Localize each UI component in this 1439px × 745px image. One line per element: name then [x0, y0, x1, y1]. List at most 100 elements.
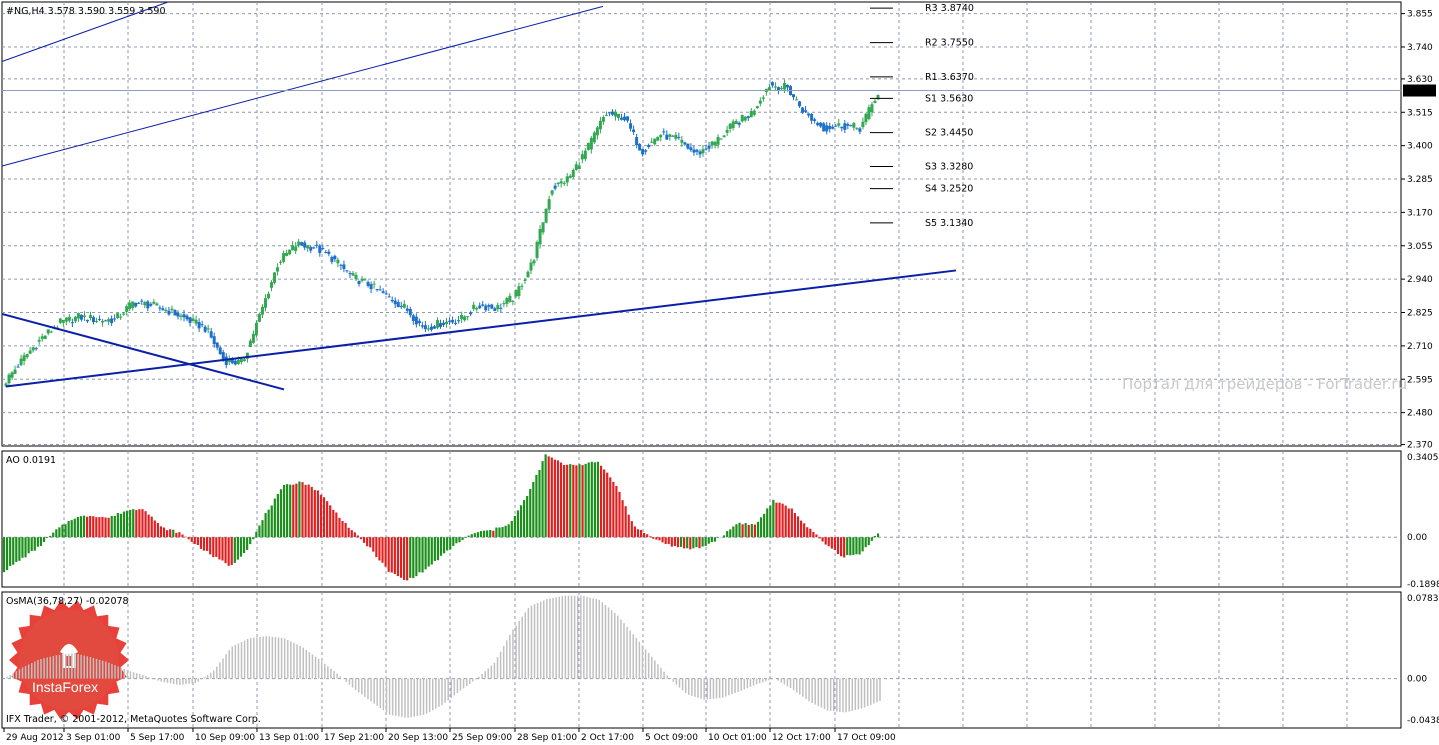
candle-body — [719, 138, 723, 140]
candle-body — [502, 303, 506, 305]
candle-body — [849, 125, 853, 127]
candle-body — [514, 290, 518, 297]
y-tick-label: 2.595 — [1407, 375, 1433, 385]
candle-body — [143, 302, 147, 306]
candle-body — [294, 246, 298, 251]
candle-body — [547, 199, 551, 210]
candle-body — [28, 350, 32, 354]
candle-body — [104, 320, 108, 322]
candle-body — [704, 148, 708, 150]
candle-body — [466, 316, 470, 318]
ao-panel[interactable] — [2, 454, 880, 581]
candle-body — [369, 284, 373, 290]
candle-body — [303, 242, 307, 248]
candle-body — [445, 321, 449, 324]
candle-body — [454, 322, 458, 325]
candle-body — [185, 315, 189, 320]
candle-body — [840, 126, 844, 129]
watermark-text: Портал для трейдеров - ForTrader.ru — [1122, 375, 1407, 393]
candle-body — [125, 306, 129, 312]
candle-body — [487, 305, 491, 307]
candle-body — [276, 267, 280, 272]
candle-body — [620, 117, 624, 120]
candle-body — [532, 260, 536, 264]
candle-body — [638, 143, 642, 151]
candle-body — [692, 149, 696, 153]
ao-tick-label: 0.00 — [1407, 533, 1427, 543]
candle-body — [342, 264, 346, 269]
candle-body — [689, 147, 693, 151]
candle-body — [318, 245, 322, 254]
y-tick-label: 3.630 — [1407, 75, 1433, 85]
candle-body — [442, 322, 446, 325]
candle-body — [182, 314, 186, 318]
candle-body — [626, 116, 630, 121]
candle-body — [101, 320, 105, 323]
osma-tick-label: 0.00 — [1407, 675, 1427, 685]
candle-body — [251, 333, 255, 343]
candle-body — [167, 310, 171, 315]
candle-body — [623, 116, 627, 121]
candle-body — [810, 114, 814, 121]
candle-body — [804, 110, 808, 112]
candle-body — [650, 141, 654, 143]
candle-body — [773, 86, 777, 88]
candle-body — [88, 315, 92, 319]
candle-body — [354, 274, 358, 280]
candle-body — [107, 319, 111, 322]
y-tick-label: 3.740 — [1407, 43, 1433, 53]
candle-body — [870, 104, 874, 113]
x-tick-label: 28 Sep 01:00 — [517, 733, 577, 743]
candle-body — [233, 360, 237, 365]
candle-body — [586, 142, 590, 150]
osma-panel[interactable] — [4, 595, 881, 718]
price-panel[interactable]: 3.590 R3 3.8740 R2 3.7550 R1 3.6370 S1 3.563… — [1, 1, 1436, 391]
candle-body — [828, 125, 832, 130]
candle-body — [610, 111, 614, 115]
x-tick-label: 2 Oct 17:00 — [581, 733, 634, 743]
candle-body — [242, 359, 246, 361]
panel-frame — [1, 1, 1402, 447]
candle-body — [499, 307, 503, 309]
candle-body — [725, 129, 729, 133]
candle-body — [64, 317, 68, 322]
y-axis: 3.855 3.740 3.630 3.515 3.400 3.285 3.170 3.055… — [1401, 10, 1439, 726]
x-tick-label: 29 Aug 2012 — [6, 733, 64, 743]
candle-body — [429, 326, 433, 330]
candle-body — [73, 316, 77, 322]
x-tick-label: 5 Oct 09:00 — [645, 733, 698, 743]
candle-body — [399, 305, 403, 307]
candle-body — [291, 245, 295, 251]
candle-body — [408, 308, 412, 316]
candle-body — [438, 323, 442, 327]
y-tick-label: 3.400 — [1407, 142, 1433, 152]
y-tick-label: 3.515 — [1407, 108, 1433, 118]
candle-body — [245, 352, 249, 359]
candle-body — [393, 300, 397, 305]
candle-body — [357, 280, 361, 285]
candle-body — [76, 313, 80, 319]
candle-body — [197, 322, 201, 329]
candle-body — [348, 273, 352, 275]
candle-body — [4, 383, 8, 387]
symbol-header: #NG,H4 3.578 3.590 3.559 3.590 — [6, 6, 166, 17]
candle-body — [647, 144, 651, 148]
candle-body — [288, 249, 292, 255]
candle-body — [67, 316, 71, 321]
candle-body — [417, 320, 421, 324]
candle-body — [761, 97, 765, 99]
ao-title: AO 0.0191 — [6, 455, 56, 466]
candle-body — [146, 301, 150, 309]
candle-body — [432, 326, 436, 329]
candle-body — [653, 138, 657, 145]
candle-body — [846, 123, 850, 126]
candle-body — [559, 181, 563, 184]
candle-body — [327, 251, 331, 254]
candle-body — [396, 302, 400, 308]
candle-body — [339, 264, 343, 266]
candle-body — [526, 271, 530, 278]
candle-body — [414, 316, 418, 325]
candle-body — [728, 123, 732, 129]
candle-body — [16, 366, 20, 368]
